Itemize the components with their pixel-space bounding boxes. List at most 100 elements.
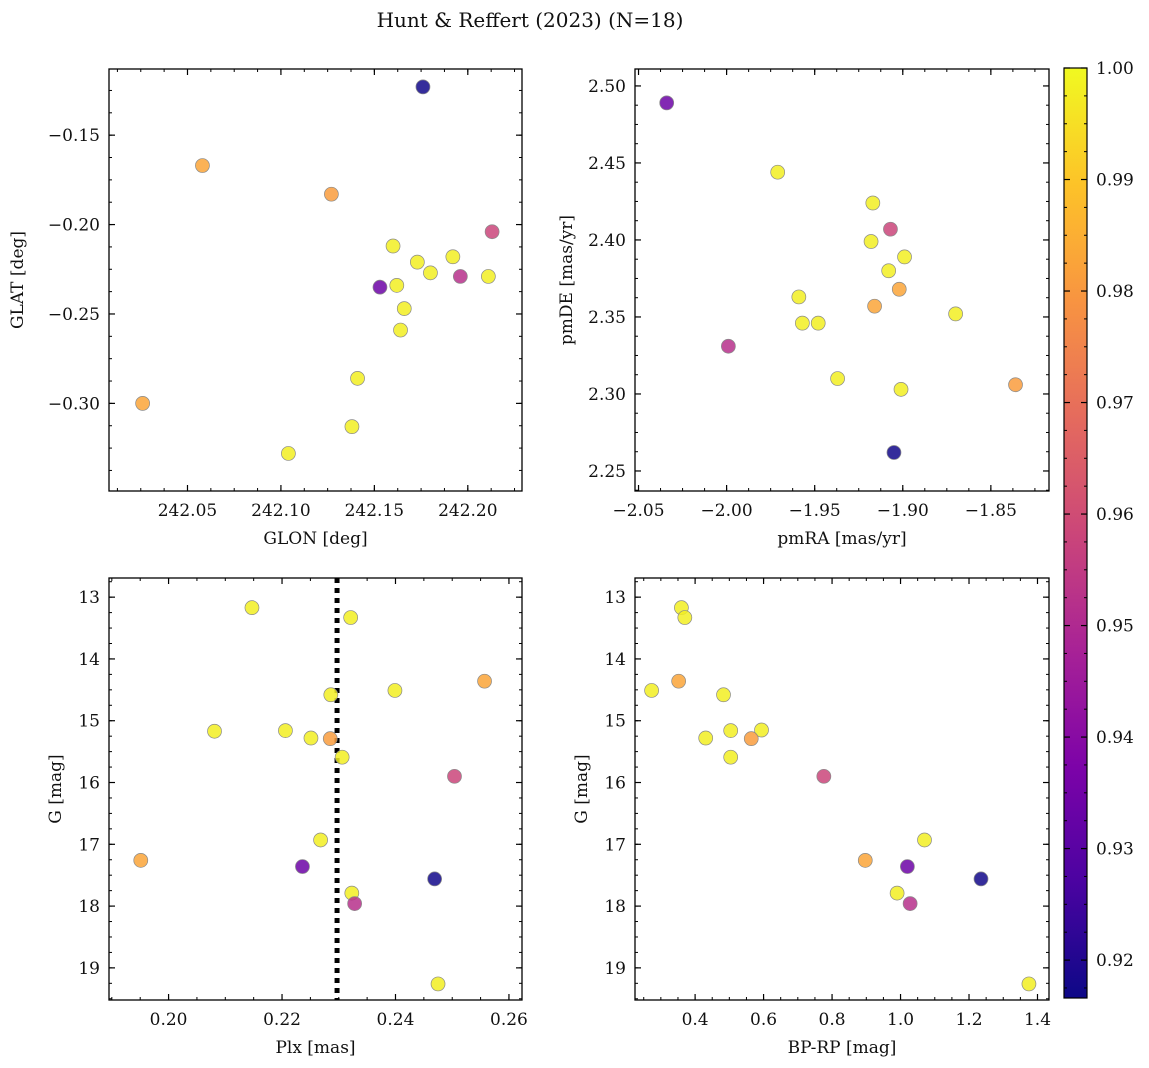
- data-point: [281, 446, 296, 461]
- data-point: [322, 731, 338, 746]
- y-tick-label: 15: [78, 712, 100, 732]
- data-point: [481, 269, 496, 284]
- y-tick-label: 13: [604, 588, 626, 608]
- colorbar: 0.92 0.93 0.94 0.95 0.96 0.97 0.98 0.99 1.00: [1063, 59, 1134, 999]
- data-point: [917, 832, 932, 848]
- data-point: [207, 723, 222, 739]
- x-tick-label: −2.00: [701, 501, 753, 521]
- data-point: [723, 723, 739, 738]
- data-point: [295, 859, 310, 874]
- data-point: [343, 610, 359, 625]
- y-tick-label: −0.20: [48, 216, 100, 236]
- x-axis-label: GLON [deg]: [263, 529, 367, 549]
- data-point: [948, 306, 963, 322]
- y-axis-label: pmDE [mas/yr]: [557, 215, 577, 345]
- data-point: [857, 853, 873, 868]
- data-point: [883, 221, 898, 237]
- x-axis-label: Plx [mas]: [275, 1038, 355, 1058]
- y-axis-label: G [mag]: [46, 754, 66, 823]
- data-point: [423, 265, 438, 281]
- y-tick-label: −0.30: [48, 394, 100, 414]
- data-point: [313, 832, 328, 848]
- data-point: [447, 768, 462, 784]
- data-point: [770, 164, 786, 180]
- x-tick-label: 1.0: [887, 1010, 914, 1030]
- data-point: [347, 896, 362, 911]
- x-tick-label: 242.10: [251, 501, 310, 521]
- y-tick-label: 14: [78, 650, 100, 670]
- data-point: [452, 269, 468, 284]
- data-point: [393, 322, 408, 338]
- y-tick-label: 16: [604, 774, 626, 794]
- colorbar-tick-label: 0.99: [1096, 171, 1134, 191]
- data-point: [387, 683, 403, 698]
- data-point: [324, 186, 339, 202]
- data-point: [830, 371, 845, 386]
- y-tick-label: 19: [604, 959, 626, 979]
- y-tick-label: 2.45: [588, 154, 626, 174]
- x-tick-label: −1.85: [965, 501, 1017, 521]
- data-point: [671, 673, 687, 689]
- y-tick-label: 18: [78, 897, 100, 917]
- data-point: [891, 281, 907, 297]
- data-point: [865, 195, 881, 211]
- data-point: [791, 289, 807, 305]
- y-tick-label: −0.25: [48, 305, 100, 325]
- data-point: [195, 158, 210, 173]
- x-tick-label: 0.8: [819, 1010, 846, 1030]
- x-tick-label: 242.05: [158, 501, 217, 521]
- data-point: [1021, 976, 1037, 992]
- data-point: [893, 382, 909, 397]
- data-point: [430, 976, 446, 992]
- data-point: [902, 896, 918, 911]
- x-tick-label: 1.2: [955, 1010, 982, 1030]
- x-axis-label: pmRA [mas/yr]: [777, 529, 906, 549]
- y-tick-label: −0.15: [48, 126, 100, 146]
- figure-title: Hunt & Reffert (2023) (N=18): [377, 8, 684, 32]
- x-tick-label: 1.4: [1024, 1010, 1051, 1030]
- panel-2: −2.05 −2.00 −1.95 −1.90 −1.85 2.25 2.30 2.35 2.4…: [557, 68, 1050, 549]
- x-tick-label: 0.24: [377, 1010, 415, 1030]
- data-point: [716, 687, 731, 703]
- y-tick-label: 17: [78, 835, 100, 855]
- data-point: [278, 723, 293, 738]
- data-point: [427, 871, 442, 887]
- data-point: [389, 278, 405, 293]
- x-tick-label: 0.20: [150, 1010, 188, 1030]
- x-tick-label: 0.22: [263, 1010, 301, 1030]
- data-point: [1008, 377, 1023, 393]
- data-point: [973, 871, 989, 887]
- data-point: [743, 731, 759, 746]
- data-point: [372, 279, 388, 295]
- data-point: [415, 79, 431, 95]
- colorbar-tick-label: 0.94: [1096, 728, 1134, 748]
- x-axis-label: BP-RP [mag]: [788, 1038, 897, 1058]
- data-point: [816, 768, 832, 784]
- data-point: [754, 722, 769, 738]
- y-tick-label: 2.25: [588, 462, 626, 482]
- data-point: [133, 853, 149, 868]
- x-tick-label: 0.26: [490, 1010, 528, 1030]
- data-point: [244, 600, 260, 616]
- panel-1: 242.05 242.10 242.15 242.20 −0.15 −0.20 −0.25 −…: [8, 68, 523, 549]
- panel-3: 0.20 0.22 0.24 0.26 13 14 15 16 17 18 19 Plx [mas] G…: [46, 577, 528, 1058]
- plot-frame: [634, 68, 1050, 492]
- data-point: [795, 315, 810, 331]
- x-tick-label: −1.90: [877, 501, 929, 521]
- y-tick-label: 14: [604, 650, 626, 670]
- data-point: [881, 263, 897, 279]
- data-point: [863, 234, 879, 249]
- colorbar-tick-label: 0.95: [1096, 617, 1134, 637]
- data-point: [344, 419, 360, 434]
- colorbar-tick-label: 1.00: [1096, 59, 1134, 79]
- data-point: [659, 95, 675, 111]
- data-point: [886, 445, 902, 460]
- data-point: [385, 238, 401, 254]
- colorbar-tick-label: 0.96: [1096, 505, 1134, 525]
- data-point: [396, 301, 412, 316]
- x-tick-label: −1.95: [789, 501, 841, 521]
- plot-frame: [108, 577, 523, 1001]
- data-point: [810, 315, 826, 331]
- panel-4: 0.4 0.6 0.8 1.0 1.2 1.4 13 14 15 16 17 18 19 BP-RP [m…: [572, 577, 1051, 1058]
